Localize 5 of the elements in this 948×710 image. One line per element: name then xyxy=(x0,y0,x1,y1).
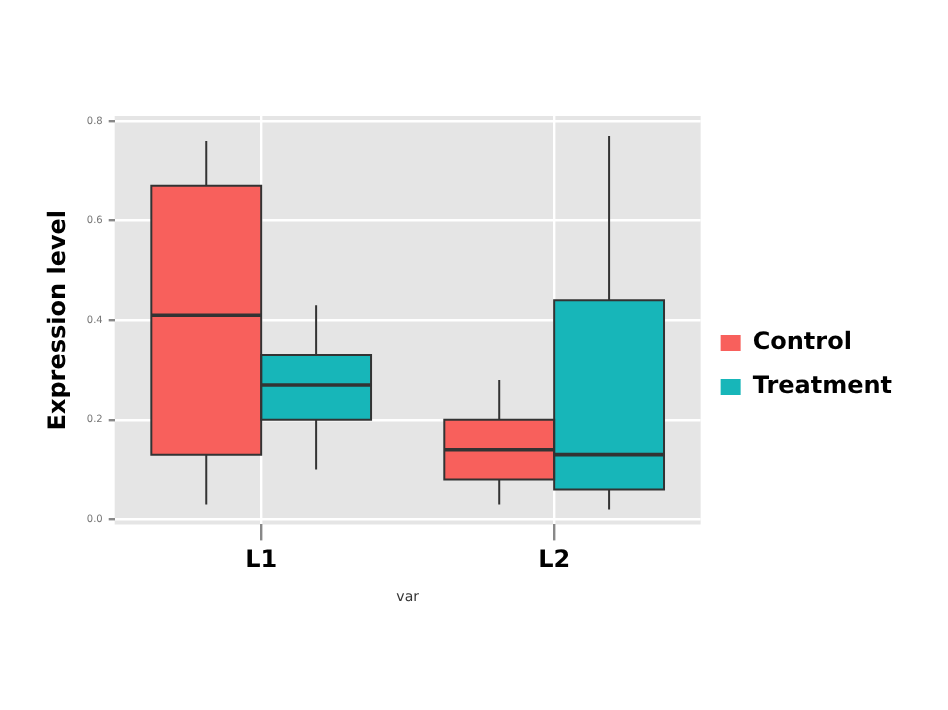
y-axis-title: Expression level xyxy=(42,209,71,431)
x-tick-label: L1 xyxy=(245,545,278,574)
legend-label: Treatment xyxy=(752,371,893,400)
x-tick-label: L2 xyxy=(538,545,571,574)
legend-label: Control xyxy=(752,327,852,356)
